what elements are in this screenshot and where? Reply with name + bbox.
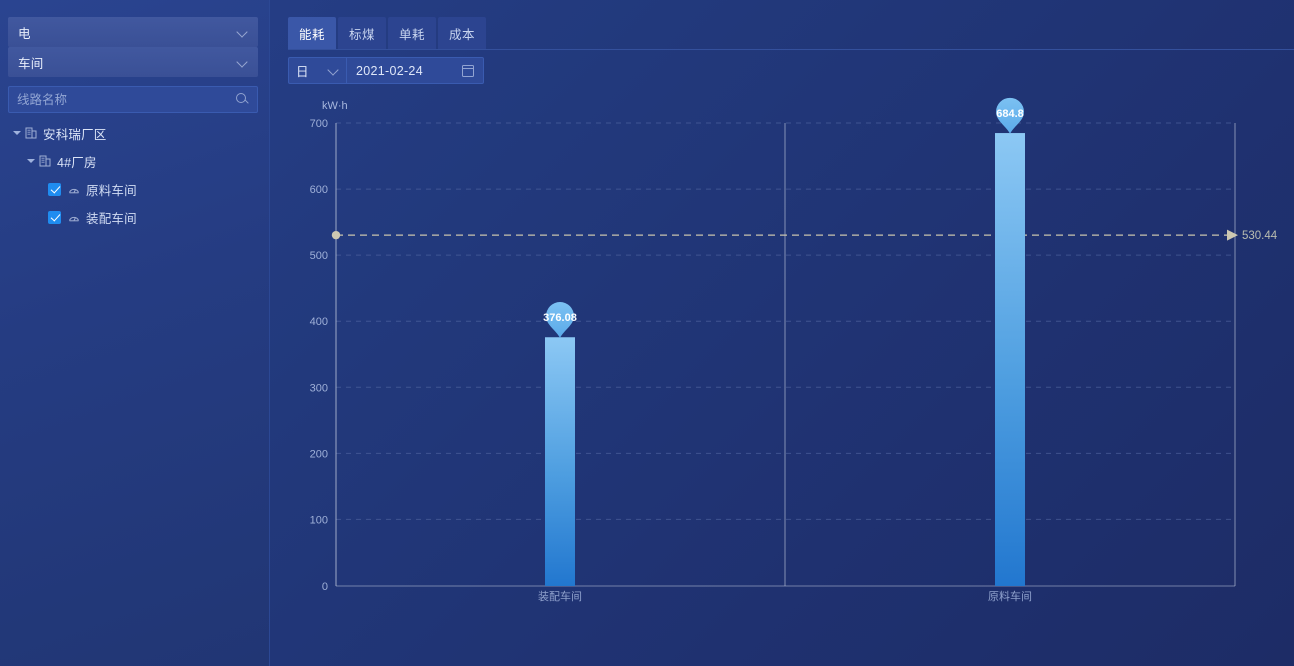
- markline-start-dot: [331, 230, 341, 240]
- x-category-raw-material: 原料车间: [988, 589, 1032, 603]
- date-picker[interactable]: 2021-02-24: [346, 57, 484, 84]
- y-tick-600: 600: [310, 184, 328, 196]
- bar-raw-material-workshop: [995, 133, 1025, 586]
- chevron-down-icon[interactable]: [237, 27, 248, 38]
- bar-assembly-workshop: [545, 337, 575, 586]
- y-axis-unit: kW·h: [322, 100, 348, 112]
- bar-label-pin: [546, 302, 574, 339]
- bar-value-label-raw-material: 684.8: [996, 108, 1024, 120]
- tab-divider: [288, 49, 1294, 50]
- period-select[interactable]: 日: [288, 57, 346, 84]
- tab-energy-consumption[interactable]: 能耗: [288, 17, 337, 49]
- energy-type-select[interactable]: 电: [8, 17, 258, 47]
- tree-node-assembly-workshop[interactable]: 装配车间: [0, 203, 270, 231]
- caret-down-icon[interactable]: [10, 126, 24, 140]
- markline-value-label: 530.44: [1242, 230, 1278, 242]
- tree-node-label: 安科瑞厂区: [43, 127, 107, 142]
- tab-cost[interactable]: 成本: [438, 17, 487, 49]
- y-tick-300: 300: [310, 382, 328, 394]
- y-tick-500: 500: [310, 250, 328, 262]
- bar-value-label-assembly: 376.08: [543, 312, 577, 324]
- building-icon: [38, 154, 52, 168]
- tab-unit-consumption[interactable]: 单耗: [388, 17, 437, 49]
- tab-bar: 能耗 标煤 单耗 成本: [288, 17, 487, 49]
- tree-checkbox[interactable]: [48, 182, 61, 196]
- y-tick-200: 200: [310, 448, 328, 460]
- markline-arrow: [1227, 229, 1238, 241]
- date-value: 2021-02-24: [356, 63, 423, 78]
- scope-select[interactable]: 车间: [8, 47, 258, 77]
- bar-label-pin: [996, 97, 1024, 134]
- tab-standard-coal[interactable]: 标煤: [338, 17, 387, 49]
- energy-bar-chart: kW·h 700 600 500: [270, 0, 1294, 666]
- device-tree: 安科瑞厂区 4#厂房: [0, 119, 270, 231]
- tree-node-building[interactable]: 4#厂房: [0, 147, 270, 175]
- tree-node-raw-material-workshop[interactable]: 原料车间: [0, 175, 270, 203]
- meter-icon: [67, 182, 81, 196]
- calendar-icon[interactable]: [461, 64, 474, 77]
- tree-node-plant[interactable]: 安科瑞厂区: [0, 119, 270, 147]
- tree-node-label: 4#厂房: [57, 155, 97, 170]
- period-value: 日: [296, 65, 309, 79]
- search-input[interactable]: [17, 92, 236, 107]
- search-icon[interactable]: [236, 93, 249, 106]
- sidebar: 电 车间: [0, 0, 270, 666]
- tree-checkbox[interactable]: [48, 210, 61, 224]
- y-tick-0: 0: [322, 581, 328, 593]
- toolbar: 日 2021-02-24: [288, 57, 484, 84]
- y-tick-700: 700: [310, 118, 328, 130]
- y-tick-100: 100: [310, 514, 328, 526]
- building-icon: [24, 126, 38, 140]
- tree-node-label: 原料车间: [86, 183, 137, 198]
- search-box[interactable]: [8, 86, 258, 113]
- caret-down-icon[interactable]: [24, 154, 38, 168]
- chevron-down-icon[interactable]: [237, 57, 248, 68]
- x-category-assembly: 装配车间: [538, 589, 582, 603]
- scope-value: 车间: [18, 56, 44, 71]
- y-tick-400: 400: [310, 316, 328, 328]
- meter-icon: [67, 210, 81, 224]
- energy-type-value: 电: [18, 26, 31, 41]
- main-panel: 能耗 标煤 单耗 成本 日 2021-02-24: [270, 0, 1294, 666]
- chevron-down-icon[interactable]: [328, 65, 339, 76]
- tree-node-label: 装配车间: [86, 211, 137, 226]
